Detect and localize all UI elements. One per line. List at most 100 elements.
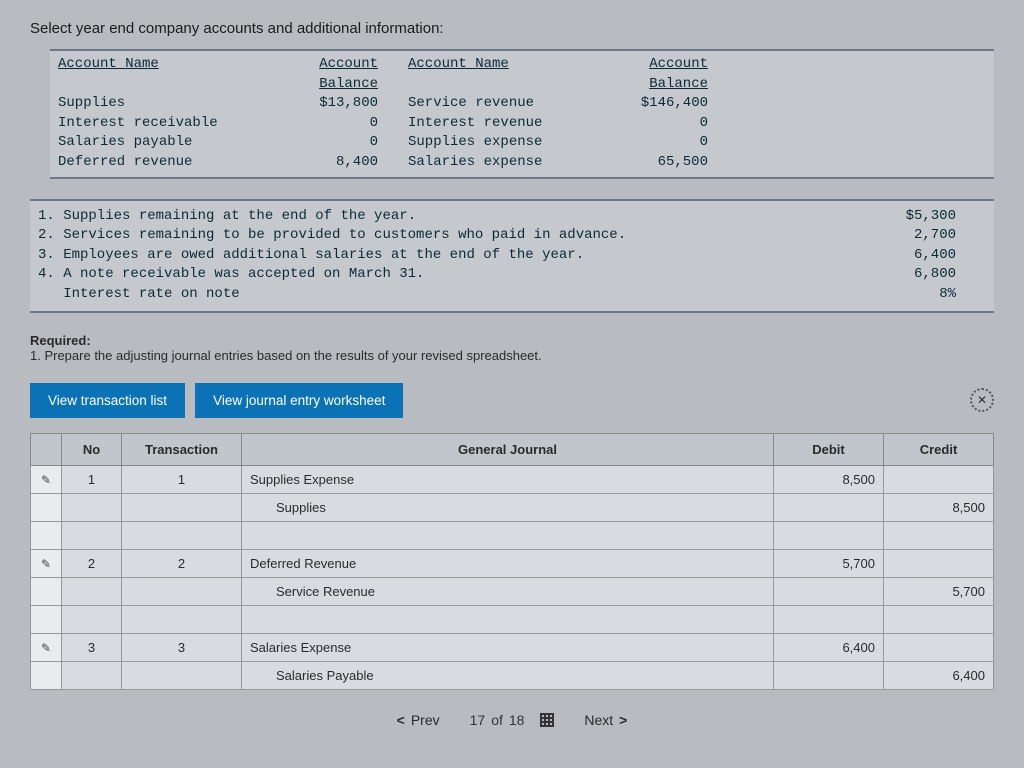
adjustment-value: 2,700 <box>886 226 986 246</box>
debit-cell[interactable] <box>774 493 884 521</box>
no-cell[interactable]: 3 <box>62 633 122 661</box>
account-name-right: Interest revenue <box>408 114 588 134</box>
no-cell[interactable]: 2 <box>62 549 122 577</box>
credit-cell[interactable] <box>884 633 994 661</box>
transaction-cell[interactable]: 3 <box>122 633 242 661</box>
edit-cell <box>31 661 62 689</box>
transaction-cell[interactable] <box>122 493 242 521</box>
account-balance-left: 0 <box>258 133 408 153</box>
journal-row: Service Revenue 5,700 <box>31 577 994 605</box>
account-balance-right: $146,400 <box>588 94 738 114</box>
credit-cell[interactable] <box>884 549 994 577</box>
debit-cell[interactable] <box>774 521 884 549</box>
of-label: of <box>491 712 503 728</box>
account-name-left: Supplies <box>58 94 258 114</box>
transaction-cell[interactable] <box>122 577 242 605</box>
edit-cell <box>31 577 62 605</box>
pagination: < Prev 17 of 18 Next > <box>30 712 994 728</box>
pencil-icon[interactable]: ✎ <box>39 473 53 487</box>
pencil-icon[interactable]: ✎ <box>39 641 53 655</box>
debit-cell[interactable]: 8,500 <box>774 465 884 493</box>
account-balance-left: 8,400 <box>258 153 408 173</box>
journal-row <box>31 521 994 549</box>
col-header-no: No <box>62 433 122 465</box>
required-text: 1. Prepare the adjusting journal entries… <box>30 348 542 363</box>
edit-cell[interactable]: ✎ <box>31 465 62 493</box>
next-button[interactable]: Next > <box>584 712 627 728</box>
credit-cell[interactable] <box>884 605 994 633</box>
general-journal-cell[interactable]: Deferred Revenue <box>242 549 774 577</box>
account-balances-table: Account Name Account Balance Account Nam… <box>50 49 994 179</box>
edit-cell <box>31 605 62 633</box>
general-journal-cell[interactable]: Supplies Expense <box>242 465 774 493</box>
transaction-cell[interactable] <box>122 661 242 689</box>
no-cell[interactable] <box>62 661 122 689</box>
no-cell[interactable] <box>62 493 122 521</box>
credit-cell[interactable]: 6,400 <box>884 661 994 689</box>
col-header-credit: Credit <box>884 433 994 465</box>
adjustment-value: 6,800 <box>886 265 986 285</box>
edit-cell[interactable]: ✎ <box>31 633 62 661</box>
close-icon[interactable]: ✕ <box>970 388 994 412</box>
debit-cell[interactable] <box>774 605 884 633</box>
page-indicator: 17 of 18 <box>470 712 555 728</box>
account-row: Deferred revenue8,400Salaries expense65,… <box>58 153 986 173</box>
grid-icon[interactable] <box>540 713 554 727</box>
view-journal-entry-worksheet-tab[interactable]: View journal entry worksheet <box>195 383 403 418</box>
account-name-left: Deferred revenue <box>58 153 258 173</box>
col-header-edit <box>31 433 62 465</box>
prev-label: Prev <box>411 712 440 728</box>
transaction-cell[interactable] <box>122 521 242 549</box>
account-balance-right: 0 <box>588 133 738 153</box>
credit-cell[interactable]: 5,700 <box>884 577 994 605</box>
credit-cell[interactable] <box>884 465 994 493</box>
account-balance-right: 65,500 <box>588 153 738 173</box>
no-cell[interactable] <box>62 521 122 549</box>
debit-cell[interactable]: 5,700 <box>774 549 884 577</box>
prev-button[interactable]: < Prev <box>397 712 440 728</box>
account-row: Supplies$13,800Service revenue$146,400 <box>58 94 986 114</box>
adjustment-text: 3. Employees are owed additional salarie… <box>38 246 886 266</box>
no-cell[interactable] <box>62 577 122 605</box>
adjustment-item: 4. A note receivable was accepted on Mar… <box>38 265 986 285</box>
col-header-account-name-left: Account Name <box>58 55 258 94</box>
general-journal-cell[interactable]: Salaries Payable <box>242 661 774 689</box>
credit-cell[interactable]: 8,500 <box>884 493 994 521</box>
transaction-cell[interactable]: 1 <box>122 465 242 493</box>
transaction-cell[interactable]: 2 <box>122 549 242 577</box>
next-label: Next <box>584 712 613 728</box>
account-balance-left: $13,800 <box>258 94 408 114</box>
general-journal-cell[interactable] <box>242 605 774 633</box>
account-balance-right: 0 <box>588 114 738 134</box>
adjustment-value: 6,400 <box>886 246 986 266</box>
edit-cell <box>31 493 62 521</box>
journal-row: ✎11Supplies Expense8,500 <box>31 465 994 493</box>
pencil-icon[interactable]: ✎ <box>39 557 53 571</box>
account-name-left: Interest receivable <box>58 114 258 134</box>
col-header-debit: Debit <box>774 433 884 465</box>
adjustment-text: 4. A note receivable was accepted on Mar… <box>38 265 886 285</box>
debit-cell[interactable] <box>774 661 884 689</box>
account-name-right: Supplies expense <box>408 133 588 153</box>
general-journal-cell[interactable] <box>242 521 774 549</box>
adjustment-item: 2. Services remaining to be provided to … <box>38 226 986 246</box>
debit-cell[interactable] <box>774 577 884 605</box>
col-header-account-balance-left: Account Balance <box>258 55 408 94</box>
current-page: 17 <box>470 712 486 728</box>
account-name-right: Salaries expense <box>408 153 588 173</box>
view-transaction-list-tab[interactable]: View transaction list <box>30 383 185 418</box>
credit-cell[interactable] <box>884 521 994 549</box>
edit-cell[interactable]: ✎ <box>31 549 62 577</box>
general-journal-table: No Transaction General Journal Debit Cre… <box>30 433 994 690</box>
adjustment-text: 1. Supplies remaining at the end of the … <box>38 207 886 227</box>
no-cell[interactable] <box>62 605 122 633</box>
general-journal-cell[interactable]: Salaries Expense <box>242 633 774 661</box>
no-cell[interactable]: 1 <box>62 465 122 493</box>
general-journal-cell[interactable]: Service Revenue <box>242 577 774 605</box>
transaction-cell[interactable] <box>122 605 242 633</box>
adjustment-item: 3. Employees are owed additional salarie… <box>38 246 986 266</box>
tab-bar: View transaction list View journal entry… <box>30 383 994 418</box>
total-pages: 18 <box>509 712 525 728</box>
debit-cell[interactable]: 6,400 <box>774 633 884 661</box>
general-journal-cell[interactable]: Supplies <box>242 493 774 521</box>
